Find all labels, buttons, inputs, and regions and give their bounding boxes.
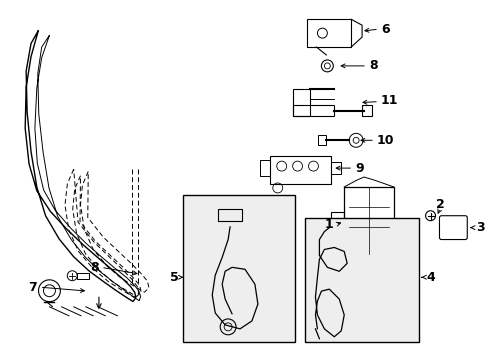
Text: 10: 10: [376, 134, 394, 147]
FancyBboxPatch shape: [304, 218, 418, 342]
Text: 3: 3: [475, 221, 484, 234]
Text: 8: 8: [368, 59, 377, 72]
Text: 4: 4: [426, 271, 434, 284]
Text: 11: 11: [380, 94, 398, 107]
Text: 1: 1: [324, 218, 333, 231]
Text: 8: 8: [90, 261, 99, 274]
Text: 6: 6: [380, 23, 389, 36]
FancyBboxPatch shape: [183, 195, 294, 342]
Text: 5: 5: [169, 271, 178, 284]
Text: 7: 7: [28, 281, 37, 294]
Text: 2: 2: [435, 198, 444, 211]
Text: 9: 9: [354, 162, 363, 175]
